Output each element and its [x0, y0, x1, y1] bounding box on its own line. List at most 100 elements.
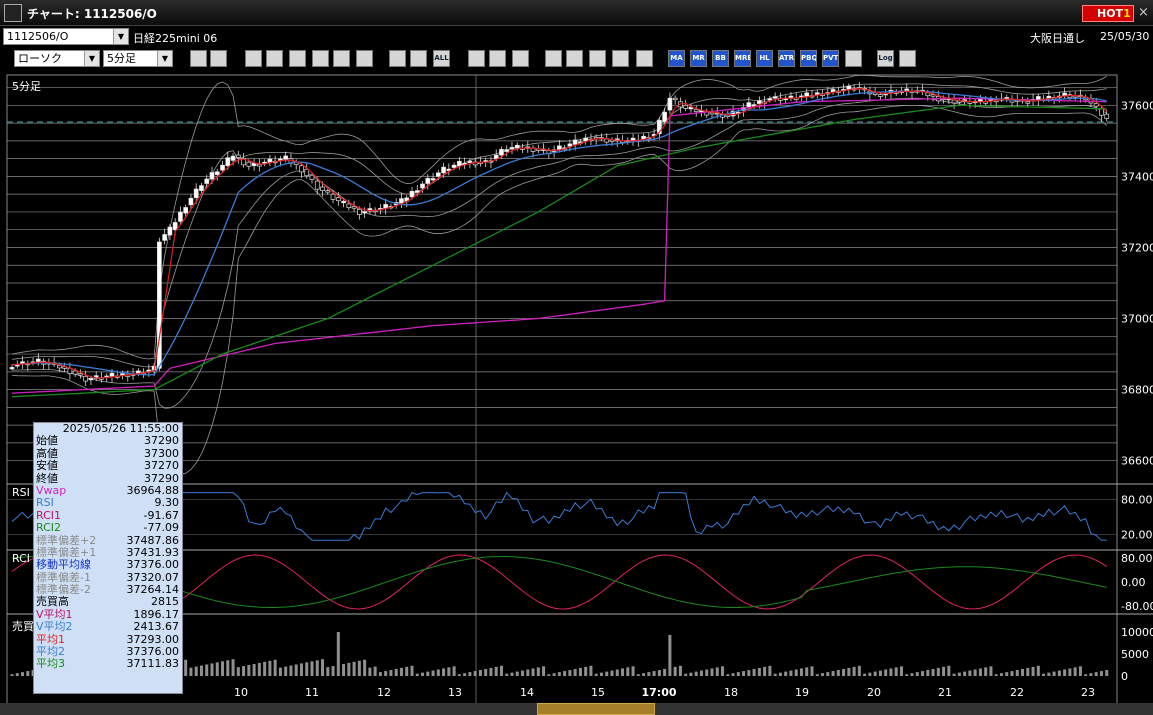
volume-bar [931, 668, 935, 676]
info-value: -77.09 [143, 521, 179, 535]
volume-bar [921, 671, 925, 676]
candle-body [451, 164, 457, 168]
info-row: 標準偏差-2 37264.14 [34, 583, 182, 596]
tool-pvt-button[interactable]: PVT [822, 50, 839, 67]
info-value: 36964.88 [126, 483, 180, 497]
volume-bar [968, 670, 972, 676]
interval-select[interactable]: 5分足 ▼ [103, 50, 173, 67]
line-tool-icon[interactable] [266, 50, 283, 67]
time-tick-label: 21 [938, 686, 952, 699]
volume-bar [842, 668, 846, 676]
info-row: 平均1 37293.00 [34, 632, 182, 646]
chart-area[interactable]: 37600 37400 37200 37000 36800 36600 80.00 20.00… [0, 74, 1153, 706]
volume-bar [205, 664, 209, 676]
magnify-icon[interactable] [566, 50, 583, 67]
box-icon[interactable] [845, 50, 862, 67]
cursor-icon[interactable] [289, 50, 306, 67]
volume-bar [857, 665, 861, 676]
time-tick-label: 12 [377, 686, 391, 699]
volume-bar [505, 673, 509, 676]
volume-bar [336, 632, 340, 676]
chart-canvas[interactable]: 37600 37400 37200 37000 36800 36600 80.00 20.00… [0, 74, 1153, 706]
hot-button[interactable]: HOT1 [1082, 5, 1134, 22]
tool-mre-button[interactable]: MRE [734, 50, 751, 67]
trash-icon[interactable] [356, 50, 373, 67]
info-value: 37293.00 [126, 632, 180, 646]
info-value: 2815 [151, 595, 179, 609]
volume-bar [252, 663, 256, 676]
rsi-tick-label: 80.00 [1121, 494, 1153, 507]
chevron-down-icon[interactable]: ▼ [157, 51, 172, 66]
volume-bar [184, 659, 188, 676]
volume-bar [531, 668, 535, 676]
chevron-down-icon[interactable]: ▼ [84, 51, 99, 66]
candle-body [409, 190, 415, 198]
chevron-down-icon[interactable]: ▼ [113, 29, 128, 44]
wrench-icon[interactable] [489, 50, 506, 67]
candle-body [1062, 92, 1067, 96]
time-tick-label: 14 [520, 686, 534, 699]
rotate-icon[interactable] [312, 50, 329, 67]
download-icon[interactable] [545, 50, 562, 67]
info-row: 移動平均線 37376.00 [34, 558, 182, 571]
volume-bar [615, 669, 619, 676]
settings-icon[interactable] [468, 50, 485, 67]
tool-atr-button[interactable]: ATR [778, 50, 795, 67]
info-label: 安値 [36, 459, 58, 473]
tool-bb-button[interactable]: BB [712, 50, 729, 67]
chart-type-select[interactable]: ローソク ▼ [14, 50, 100, 67]
volume-bar [21, 672, 25, 676]
time-tick-label: 10 [234, 686, 248, 699]
zoom-out-icon[interactable] [410, 50, 427, 67]
volume-bar [1052, 671, 1056, 676]
volume-bar [210, 663, 214, 676]
notepad-icon[interactable] [333, 50, 350, 67]
volume-bar [457, 674, 461, 676]
volume-bar [378, 672, 382, 676]
volume-bar [752, 668, 756, 676]
search-icon[interactable] [190, 50, 207, 67]
pencil-icon[interactable] [245, 50, 262, 67]
export-icon[interactable] [899, 50, 916, 67]
tool-hl-button[interactable]: HL [756, 50, 773, 67]
volume-bar [557, 672, 561, 676]
close-icon[interactable]: × [1138, 5, 1149, 20]
volume-bar [421, 672, 425, 676]
volume-bar [668, 634, 672, 676]
volume-tick-label: 0 [1121, 670, 1128, 683]
volume-bar [1068, 668, 1072, 676]
info-label: 高値 [36, 446, 58, 460]
time-tick-label: 23 [1081, 686, 1095, 699]
disabled-icon[interactable] [636, 50, 653, 67]
grid-icon[interactable] [210, 50, 227, 67]
zoom-in-icon[interactable] [389, 50, 406, 67]
horizontal-scrollbar[interactable] [0, 703, 1153, 715]
volume-bar [415, 673, 419, 676]
candle-body [772, 96, 778, 99]
candle-table-icon[interactable] [612, 50, 629, 67]
tool-ma-button[interactable]: MA [668, 50, 685, 67]
palette-icon[interactable] [512, 50, 529, 67]
volume-bar [742, 671, 746, 676]
tool-mr-button[interactable]: MR [690, 50, 707, 67]
info-label: 売買高 [36, 595, 69, 609]
candle-body [320, 186, 325, 191]
volume-bar [994, 674, 998, 676]
volume-bar [536, 667, 540, 676]
tool-pbq-button[interactable]: PBQ [800, 50, 817, 67]
ma2-line [11, 90, 1107, 376]
symbol-select[interactable]: 1112506/O ▼ [3, 28, 129, 45]
data-info-box: 2025/05/26 11:55:00 始値 37290 高値 37300 安値 3727… [33, 422, 183, 694]
volume-bar [426, 671, 430, 676]
volume-bar [410, 665, 414, 676]
volume-bar [836, 670, 840, 676]
table-icon[interactable] [589, 50, 606, 67]
info-label: RSI [36, 496, 54, 510]
candle-body [467, 160, 473, 163]
tool-all-button[interactable]: ALL [433, 50, 450, 67]
candle-body [162, 234, 167, 241]
volume-bar [331, 666, 335, 676]
volume-bar [526, 669, 530, 676]
scrollbar-thumb[interactable] [537, 703, 655, 715]
tool-log-button[interactable]: Log [877, 50, 894, 67]
